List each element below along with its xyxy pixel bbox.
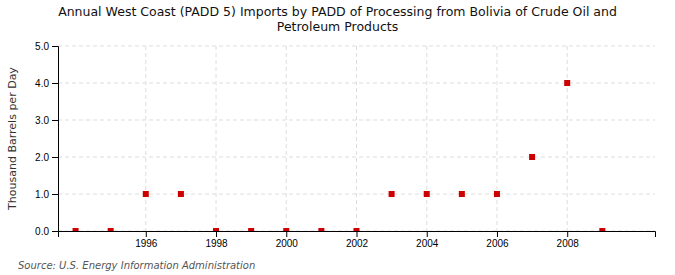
x-tick-mark (286, 231, 287, 237)
x-grid-line (496, 46, 497, 231)
title: Annual West Coast (PADD 5) Imports by PA… (58, 4, 617, 34)
point (283, 228, 289, 231)
x-tick-mark (216, 231, 217, 237)
x-tick: 1996 (135, 231, 158, 249)
point (143, 191, 149, 197)
x-tick: 1998 (205, 231, 228, 249)
y-tick-label: 4.0 (35, 78, 49, 89)
point (318, 228, 324, 231)
x-tick: 2004 (416, 231, 439, 249)
y-tick: 3.0 (35, 115, 58, 126)
point (564, 80, 570, 86)
x-tick-mark (357, 231, 358, 237)
y-tick-label: 1.0 (35, 189, 49, 200)
y-tick-label: 2.0 (35, 152, 49, 163)
title-line: Petroleum Products (277, 19, 398, 34)
point (389, 191, 395, 197)
y-tick-label: 3.0 (35, 115, 49, 126)
point (248, 228, 254, 231)
x-tick: 2000 (276, 231, 299, 249)
x-tick-label: 2006 (486, 238, 509, 249)
y-tick-mark (52, 194, 58, 195)
x-grid-line (426, 46, 427, 231)
y-tick-mark (52, 120, 58, 121)
y-tick-label: 0.0 (35, 226, 49, 237)
y-tick-mark (52, 83, 58, 84)
x-axis: 1996 1998 2000 2002 2004 2006 2008 (59, 231, 656, 249)
x-tick-mark (146, 231, 147, 237)
x-tick: 2002 (346, 231, 369, 249)
chart: Annual West Coast (PADD 5) Imports by PA… (0, 0, 675, 275)
x-tick-label: 1998 (205, 238, 228, 249)
point (599, 228, 605, 231)
x-grid-line (286, 46, 287, 231)
x-tick-mark (427, 231, 428, 237)
point (424, 191, 430, 197)
x-grid-line (567, 46, 568, 231)
x-tick-label: 2000 (276, 238, 299, 249)
y-grid-line (58, 157, 655, 158)
points (73, 80, 606, 231)
x-tick: 2006 (486, 231, 509, 249)
point (73, 228, 79, 231)
point (529, 154, 535, 160)
x-tick-mark (497, 231, 498, 237)
point (354, 228, 360, 231)
point (108, 228, 114, 231)
x-tick-label: 2004 (416, 238, 439, 249)
y-tick: 2.0 (35, 152, 58, 163)
point (494, 191, 500, 197)
grid (58, 46, 655, 231)
x-tick-mark (567, 231, 568, 237)
y-tick: 0.0 (35, 226, 58, 237)
y-axis-title: Thousand Barrels per Day (6, 67, 19, 211)
point (459, 191, 465, 197)
x-tick-label: 1996 (135, 238, 158, 249)
y-tick: 4.0 (35, 78, 58, 89)
y-tick: 1.0 (35, 189, 58, 200)
plot: 1996 1998 2000 2002 2004 2006 2008 0.0 1.0 2.0 3.0… (35, 41, 655, 249)
x-tick-label: 2002 (346, 238, 369, 249)
point (178, 191, 184, 197)
x-grid-line (356, 46, 357, 231)
x-grid-line (145, 46, 146, 231)
x-axis-line (59, 232, 656, 238)
x-tick: 2008 (557, 231, 580, 249)
title-line: Annual West Coast (PADD 5) Imports by PA… (58, 4, 617, 19)
x-tick-label: 2008 (557, 238, 580, 249)
y-tick-mark (52, 231, 58, 232)
y-tick-mark (52, 157, 58, 158)
annotation: Source: U.S. Energy Information Administ… (18, 260, 255, 271)
y-axis-line (52, 47, 59, 232)
y-tick-mark (52, 46, 58, 47)
y-tick-label: 5.0 (35, 41, 49, 52)
y-tick: 5.0 (35, 41, 58, 52)
point (213, 228, 219, 231)
y-axis: 0.0 1.0 2.0 3.0 4.0 5.0 (35, 41, 58, 237)
x-grid-line (216, 46, 217, 231)
